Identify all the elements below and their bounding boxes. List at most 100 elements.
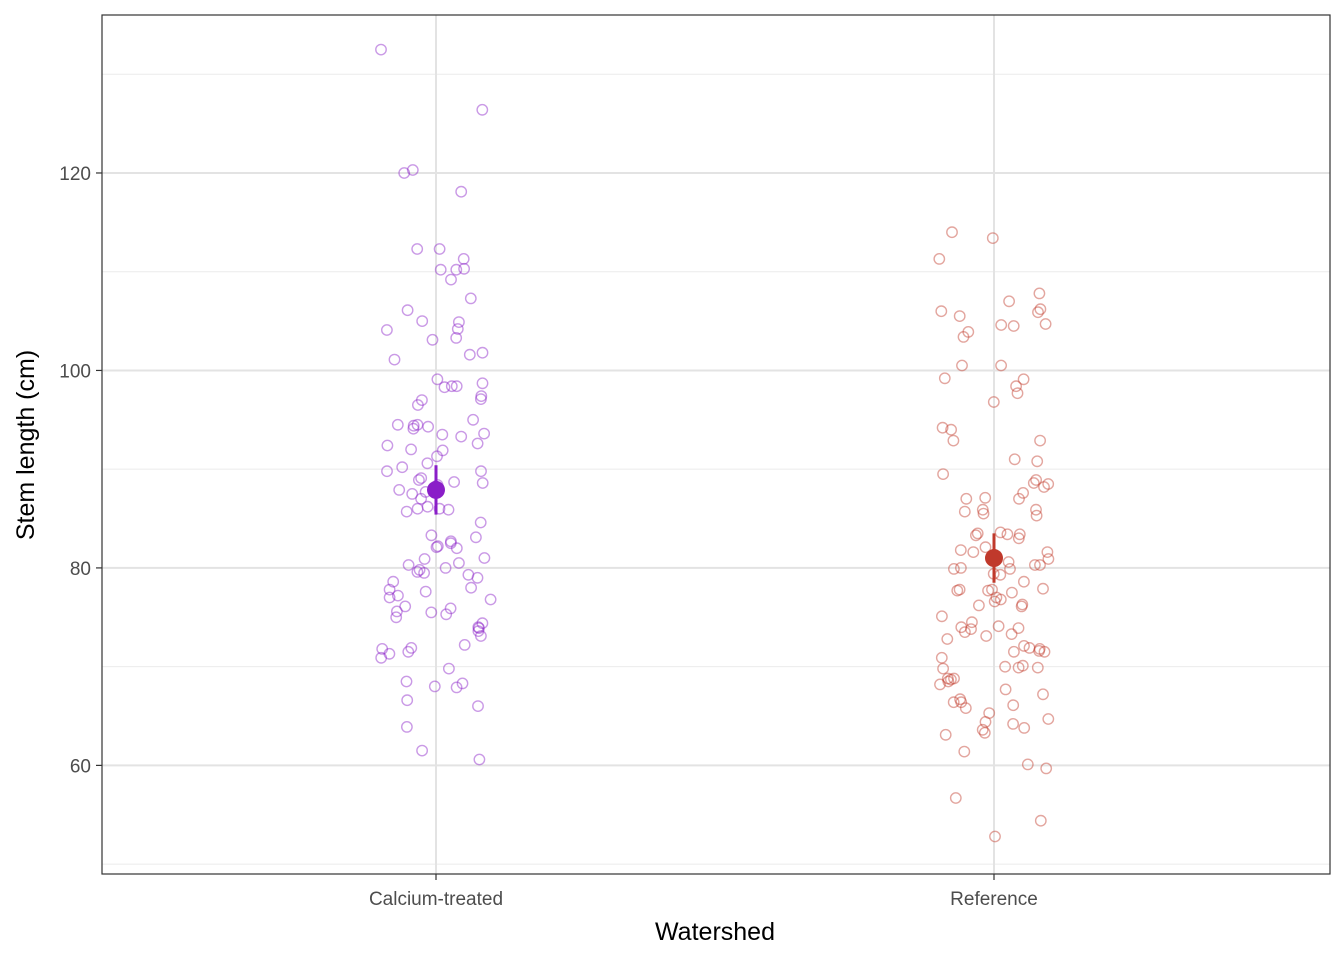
data-point [957,330,970,343]
data-point [436,444,449,457]
data-point [990,591,1003,604]
data-point [946,226,958,239]
data-point [1012,532,1025,545]
data-point [1034,303,1047,316]
data-point [405,443,417,456]
data-point [945,673,957,686]
data-point [476,103,489,116]
data-point [401,304,414,317]
data-point [450,542,463,555]
data-point [979,541,992,554]
data-point [935,651,948,664]
data-point [474,630,487,642]
data-point [1016,598,1029,611]
data-point [418,553,431,565]
data-point [431,373,444,386]
data-point [936,610,948,623]
data-point [1033,645,1046,657]
data-point [473,622,485,634]
data-point [418,567,430,579]
data-point [401,694,414,707]
y-tick-label: 100 [59,361,91,382]
data-point [465,581,477,594]
data-point [402,559,415,571]
data-point [399,600,412,613]
data-point [402,645,415,658]
grid-lines [102,15,1330,874]
data-point [954,693,966,706]
data-point [425,606,438,619]
data-point [469,531,482,544]
data-point [1016,659,1029,672]
data-point [1037,582,1049,595]
data-point [976,503,989,516]
data-point [478,427,490,440]
data-point [960,492,973,505]
data-point [999,683,1012,696]
data-point [1007,718,1019,730]
data-point [951,584,964,597]
data-point [1017,486,1029,499]
data-point [391,418,404,431]
data-point [937,468,949,480]
data-point [965,623,977,635]
data-point [451,323,464,335]
data-point [383,583,396,596]
data-point [444,535,457,548]
data-point [973,599,985,612]
data-point [381,439,394,452]
data-point [405,642,418,654]
data-point [1042,478,1055,490]
data-point [462,568,475,581]
data-point [1013,528,1026,541]
data-point [467,413,479,426]
data-point [450,380,463,393]
data-point [1011,387,1024,400]
y-tick-label: 60 [70,756,91,777]
data-point [411,566,424,578]
data-point [1040,762,1053,775]
data-point [436,428,449,441]
data-point [1041,546,1054,558]
data-point [393,483,406,496]
data-point [472,621,485,634]
data-point [1038,645,1051,658]
x-axis-title: Watershed [655,918,775,946]
data-point [383,591,396,604]
data-point [947,696,960,709]
data-point [979,491,992,504]
data-point [958,505,971,518]
data-point [955,696,968,709]
data-point [475,390,488,402]
data-point [1008,453,1021,466]
data-point [450,331,463,344]
data-point [933,252,946,265]
data-point [1006,586,1018,599]
data-point [455,430,468,443]
data-point [949,792,962,804]
data-points [375,43,1055,843]
y-tick-label: 120 [59,164,91,185]
data-point [406,487,419,500]
data-point [1031,661,1044,674]
data-point [1018,640,1030,652]
data-point [982,584,994,597]
data-point [934,678,946,691]
data-point [1015,600,1028,613]
data-point [1034,814,1047,827]
data-point [936,421,949,434]
data-point [380,324,393,336]
data-point [995,319,1008,331]
data-point [1018,575,1030,588]
data-point [415,472,428,484]
data-point [456,677,469,690]
data-point [375,43,387,56]
data-point [430,541,443,554]
data-point [988,595,1001,608]
data-point [955,562,967,574]
data-point [942,675,955,688]
data-point [472,625,485,637]
data-point [1021,758,1034,771]
data-point [448,476,460,488]
